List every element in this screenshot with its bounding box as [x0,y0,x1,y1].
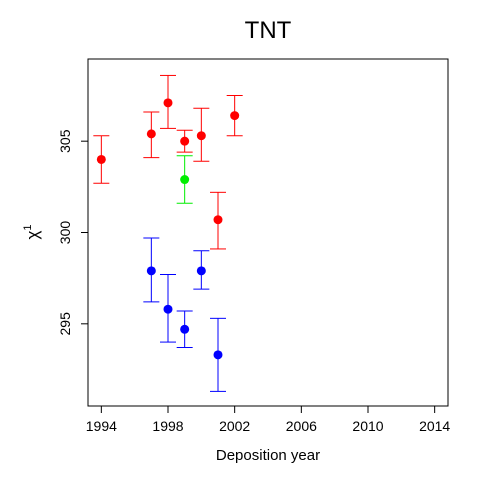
y-axis-label: χ1 [22,224,42,239]
y-axis: 295 300 305 [57,129,88,335]
data-marks [93,74,243,392]
x-tick-label: 1994 [86,418,117,434]
y-axis-label-base: χ [23,231,42,240]
y-tick-label: 295 [57,312,73,336]
data-point [196,131,206,141]
chart-title: TNT [245,17,292,44]
data-point [163,98,173,108]
y-axis-label-sup: 1 [22,224,34,230]
x-tick-label: 1998 [152,418,183,434]
data-point [180,175,190,185]
data-point [180,324,190,334]
y-tick-label: 300 [57,221,73,245]
x-axis: 1994 1998 2002 2006 2010 2014 [86,406,450,434]
data-point [196,266,206,276]
y-tick-label: 305 [57,129,73,153]
data-point [230,111,240,121]
x-tick-label: 2010 [352,418,383,434]
x-tick-label: 2014 [419,418,450,434]
data-point [213,215,223,225]
data-point [180,136,190,146]
x-tick-label: 2006 [286,418,317,434]
data-point [213,350,223,360]
data-point [146,129,156,139]
x-axis-label: Deposition year [216,447,320,464]
data-point [96,154,106,164]
plot-frame [87,58,449,407]
x-tick-label: 2002 [219,418,250,434]
data-point [163,304,173,314]
data-point [146,266,156,276]
